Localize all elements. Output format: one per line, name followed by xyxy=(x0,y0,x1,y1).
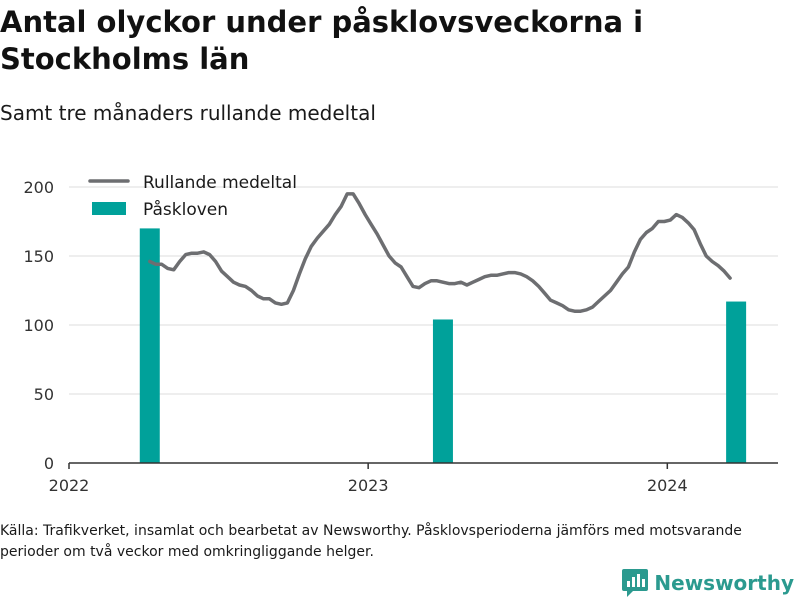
y-tick-label: 200 xyxy=(23,178,54,197)
chart-title: Antal olyckor under påsklovsveckorna i S… xyxy=(0,5,644,76)
chart-subtitle: Samt tre månaders rullande medeltal xyxy=(0,101,376,125)
y-tick-label: 50 xyxy=(34,385,54,404)
legend-bar-swatch xyxy=(92,202,126,215)
source-note: Källa: Trafikverket, insamlat och bearbe… xyxy=(0,523,742,560)
legend: Rullande medeltal Påskloven xyxy=(88,173,297,220)
line-series xyxy=(148,192,732,313)
legend-label-line: Rullande medeltal xyxy=(143,173,297,193)
x-tick-label: 2024 xyxy=(647,476,688,495)
bar xyxy=(432,319,453,463)
brand-name: Newsworthy xyxy=(654,571,794,595)
newsworthy-logo-icon xyxy=(622,569,649,597)
rolling-average-line xyxy=(148,192,732,313)
bar xyxy=(726,301,747,463)
brand[interactable]: Newsworthy xyxy=(622,567,794,599)
y-tick-label: 150 xyxy=(23,247,54,266)
bar-series xyxy=(139,228,747,463)
axes: 0 50 100 150 200 2022 2023 2024 xyxy=(23,178,778,495)
y-tick-label: 100 xyxy=(23,316,54,335)
y-tick-label: 0 xyxy=(44,454,54,473)
legend-label-bar: Påskloven xyxy=(143,199,228,220)
chart: 0 50 100 150 200 2022 2023 2024 Rullande medelt… xyxy=(23,173,778,495)
x-tick-label: 2022 xyxy=(49,476,90,495)
bar xyxy=(139,228,160,463)
x-tick-label: 2023 xyxy=(348,476,389,495)
